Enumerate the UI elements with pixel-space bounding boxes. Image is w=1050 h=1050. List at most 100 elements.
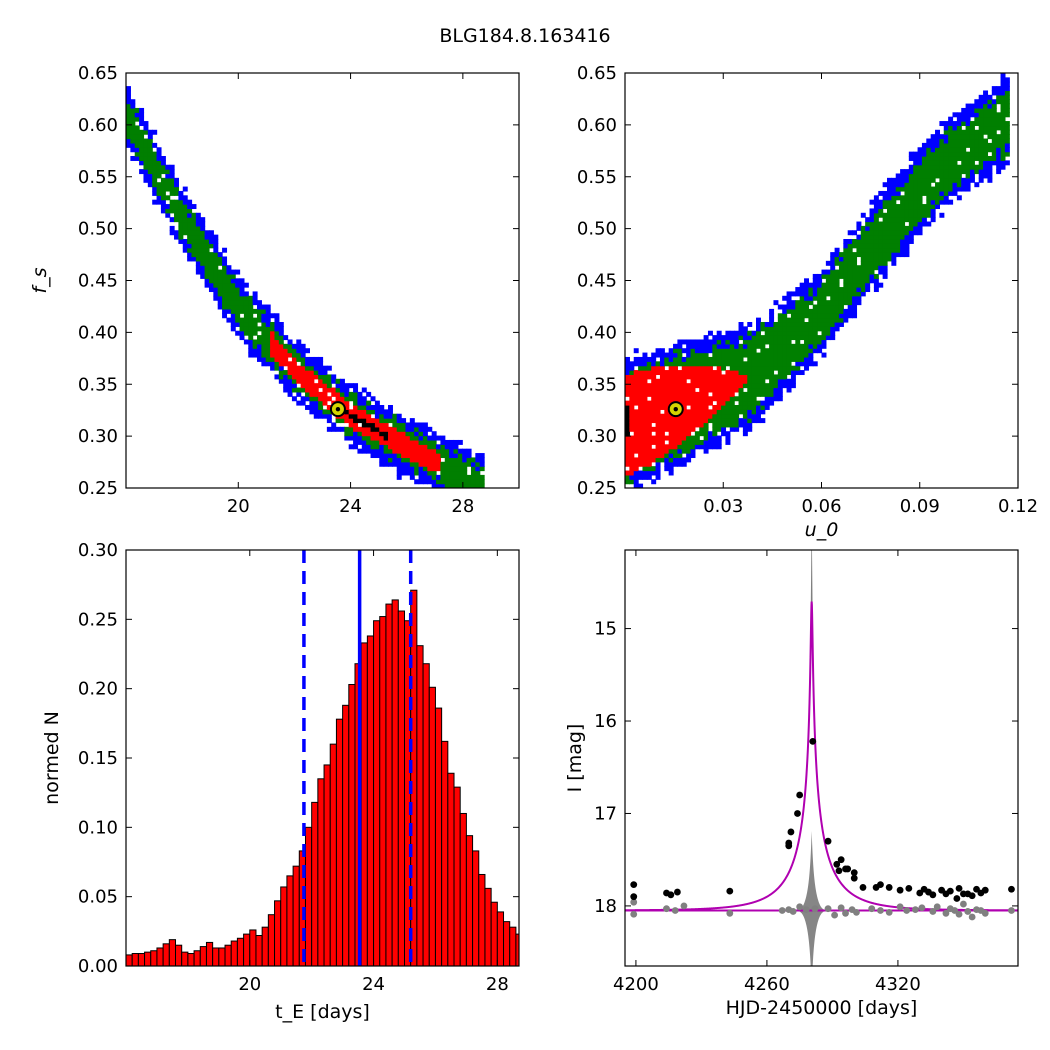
heatmap-cell-green <box>182 212 188 218</box>
heatmap-cell-green <box>943 156 949 161</box>
heatmap-cell-green <box>777 356 783 362</box>
heatmap-cell-green <box>764 339 770 345</box>
x-tick-label: 24 <box>339 496 362 517</box>
heatmap-cell-red <box>396 444 402 450</box>
heatmap-cell-green <box>130 125 136 131</box>
heatmap-cell-green <box>625 474 630 480</box>
heatmap-cell-blue <box>629 365 635 371</box>
heatmap-cell-blue <box>961 116 967 122</box>
heatmap-cell-green <box>830 313 836 319</box>
heatmap-cell-green <box>987 121 993 127</box>
heatmap-cell-green <box>222 278 228 284</box>
heatmap-cell-green <box>900 234 906 240</box>
heatmap-cell-green <box>156 160 162 166</box>
heatmap-cell-blue <box>344 391 350 397</box>
heatmap-cell-blue <box>965 182 971 188</box>
heatmap-cell-blue <box>659 356 665 362</box>
heatmap-cell-red <box>725 378 731 384</box>
heatmap-cell-green <box>126 107 131 113</box>
heatmap-cell-green <box>891 230 897 236</box>
heatmap-cell-green <box>222 273 228 279</box>
heatmap-cell-green <box>943 151 949 157</box>
heatmap-cell-green <box>756 339 761 345</box>
heatmap-cell-green <box>466 457 472 463</box>
heatmap-cell-green <box>751 339 757 345</box>
heatmap-cell-green <box>431 444 437 450</box>
heatmap-cell-green <box>252 343 258 349</box>
heatmap-cell-green <box>742 409 748 415</box>
heatmap-cell-red <box>681 365 687 371</box>
heatmap-cell-red <box>703 387 709 393</box>
heatmap-cell-green <box>1000 134 1006 140</box>
heatmap-cell-green <box>444 453 450 459</box>
heatmap-cell-blue <box>431 435 437 441</box>
heatmap-cell-red <box>707 413 713 419</box>
heatmap-cell-red <box>642 431 648 437</box>
heatmap-cell-green <box>721 418 727 424</box>
heatmap-cell-green <box>939 186 945 192</box>
heatmap-cell-green <box>769 374 775 380</box>
residual-point <box>885 908 893 916</box>
heatmap-cell-green <box>287 348 293 354</box>
heatmap-cell-green <box>261 352 267 358</box>
heatmap-cell-green <box>817 313 823 319</box>
heatmap-cell-red <box>655 405 661 410</box>
heatmap-cell-green <box>830 282 836 288</box>
heatmap-cell-green <box>187 230 193 236</box>
heatmap-cell-green <box>974 121 980 127</box>
heatmap-cell-blue <box>427 435 433 441</box>
heatmap-cell-green <box>878 221 884 227</box>
heatmap-cell-green <box>878 212 884 218</box>
heatmap-cell-green <box>191 217 197 223</box>
heatmap-cell-blue <box>869 212 875 218</box>
heatmap-cell-red <box>326 396 332 402</box>
heatmap-cell-red <box>638 448 644 454</box>
residual-point <box>837 904 845 912</box>
heatmap-cell-red <box>721 374 727 380</box>
heatmap-cell-blue <box>453 444 459 450</box>
heatmap-cell-green <box>943 142 949 148</box>
heatmap-cell-green <box>751 383 757 389</box>
heatmap-cell-green <box>952 138 958 144</box>
heatmap-cell-green <box>690 439 696 445</box>
heatmap-cell-blue <box>703 343 709 349</box>
heatmap-cell-green <box>348 391 354 397</box>
heatmap-cell-green <box>208 256 214 262</box>
data-point <box>630 881 638 889</box>
heatmap-cell-green <box>235 291 241 297</box>
heatmap-cell-green <box>165 182 171 188</box>
heatmap-cell-blue <box>751 413 757 419</box>
heatmap-cell-blue <box>878 269 884 275</box>
heatmap-cell-blue <box>817 282 823 288</box>
heatmap-cell-blue <box>431 431 437 437</box>
heatmap-cell-green <box>825 304 831 310</box>
heatmap-cell-green <box>725 422 731 428</box>
heatmap-cell-blue <box>926 221 932 227</box>
heatmap-cell-red <box>322 383 328 389</box>
heatmap-cell-green <box>738 409 744 415</box>
heatmap-cell-blue <box>725 435 731 441</box>
heatmap-cell-red <box>396 431 402 437</box>
heatmap-cell-blue <box>449 453 455 459</box>
heatmap-cell-green <box>734 356 740 362</box>
heatmap-cell-blue <box>200 273 206 279</box>
heatmap-cell-red <box>287 352 293 358</box>
heatmap-cell-green <box>978 156 984 161</box>
heatmap-cell-green <box>751 378 757 384</box>
heatmap-cell-blue <box>383 457 389 463</box>
heatmap-cell-red <box>431 453 437 459</box>
heatmap-cell-red <box>655 383 661 389</box>
heatmap-cell-green <box>983 107 989 113</box>
heatmap-cell-red <box>668 426 674 432</box>
heatmap-cell-red <box>681 378 687 384</box>
heatmap-cell-green <box>414 426 420 432</box>
heatmap-cell-green <box>200 243 206 249</box>
heatmap-cell-blue <box>948 116 954 122</box>
heatmap-cell-green <box>756 365 761 371</box>
heatmap-cell-blue <box>1004 142 1010 148</box>
histogram-bar <box>373 620 381 966</box>
heatmap-cell-blue <box>694 343 700 349</box>
heatmap-cell-green <box>825 326 831 332</box>
heatmap-cell-blue <box>921 142 927 148</box>
